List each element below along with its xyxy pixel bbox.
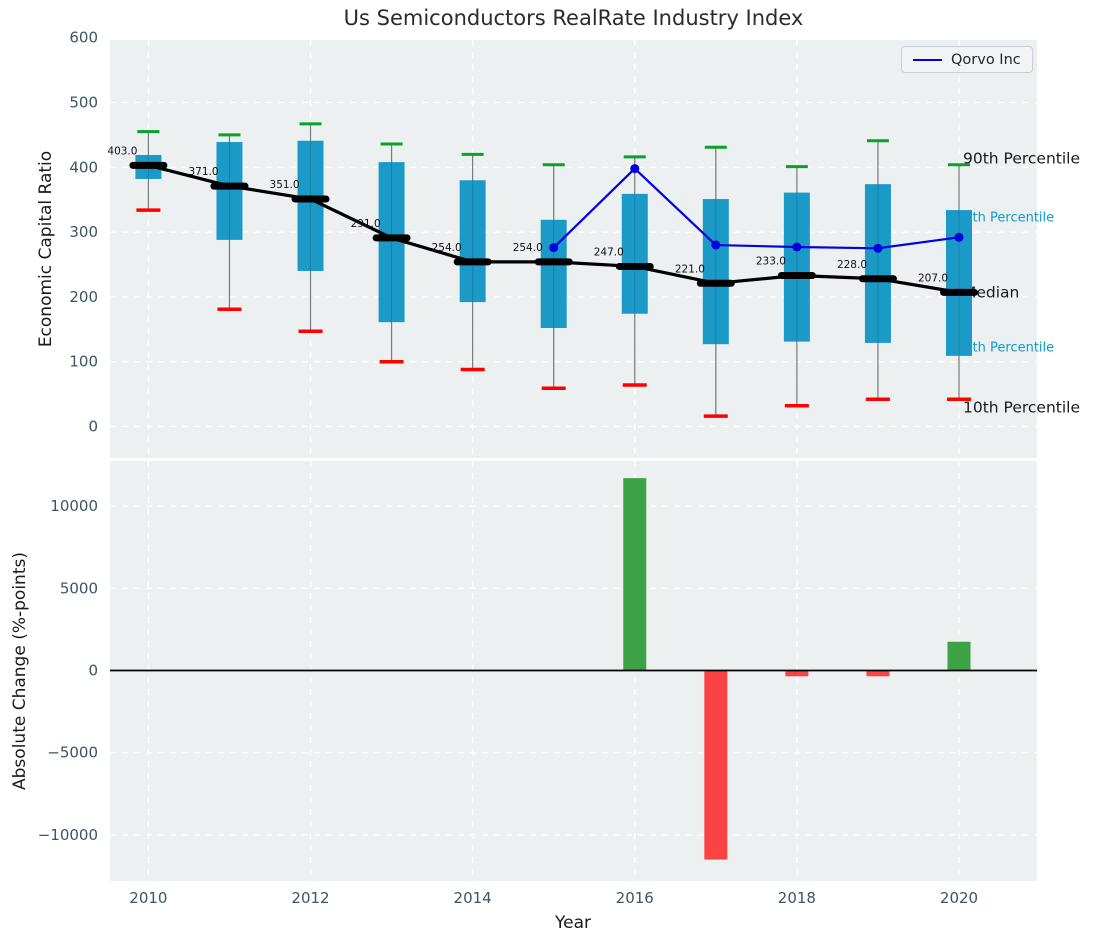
legend-label: Qorvo Inc	[951, 52, 1021, 68]
chart-canvas: 90th Percentile75th PercentileMedian25th…	[0, 0, 1102, 942]
median-segment-2020	[940, 289, 978, 296]
median-value-label-2019: 228.0	[837, 259, 867, 271]
qorvo-point-2016	[630, 164, 639, 173]
qorvo-point-2019	[873, 244, 882, 253]
median-segment-2016	[616, 263, 654, 270]
qorvo-point-2020	[955, 233, 964, 242]
median-value-label-2010: 403.0	[107, 145, 137, 157]
x-axis-label: Year	[555, 913, 591, 933]
qorvo-point-2018	[792, 243, 801, 252]
median-segment-2018	[778, 272, 816, 279]
x-tick-2020: 2020	[940, 889, 978, 907]
y-tick-bottom--10000: −10000	[38, 826, 98, 844]
y-tick-top-200: 200	[69, 288, 98, 306]
median-value-label-2011: 371.0	[188, 166, 218, 178]
median-value-label-2020: 207.0	[918, 272, 948, 284]
y-tick-top-400: 400	[69, 158, 98, 176]
y-tick-bottom--5000: −5000	[47, 744, 98, 762]
qorvo-point-2017	[711, 241, 720, 250]
median-segment-2013	[373, 234, 411, 241]
y-axis-label-top: Economic Capital Ratio	[36, 151, 56, 347]
y-tick-bottom-0: 0	[88, 662, 98, 680]
x-tick-2010: 2010	[129, 889, 167, 907]
y-tick-top-600: 600	[69, 29, 98, 47]
median-value-label-2018: 233.0	[756, 256, 786, 268]
figure: 90th Percentile75th PercentileMedian25th…	[0, 0, 1102, 942]
y-tick-bottom-10000: 10000	[50, 497, 98, 515]
median-segment-2019	[859, 275, 897, 282]
x-tick-2018: 2018	[778, 889, 816, 907]
legend-line-icon	[913, 59, 942, 61]
x-tick-2014: 2014	[454, 889, 492, 907]
median-value-label-2012: 351.0	[270, 179, 300, 191]
median-segment-2012	[292, 196, 330, 203]
median-segment-2011	[210, 183, 248, 190]
change-bar-2016	[623, 478, 646, 670]
median-segment-2015	[535, 258, 573, 265]
y-axis-label-bottom: Absolute Change (%-points)	[10, 552, 30, 790]
chart-title: Us Semiconductors RealRate Industry Inde…	[110, 6, 1037, 30]
median-value-label-2014: 254.0	[432, 242, 462, 254]
median-segment-2017	[697, 280, 735, 287]
median-value-label-2013: 291.0	[351, 218, 381, 230]
x-tick-2016: 2016	[616, 889, 654, 907]
y-tick-bottom-5000: 5000	[60, 579, 98, 597]
y-tick-top-300: 300	[69, 223, 98, 241]
qorvo-point-2015	[549, 243, 558, 252]
x-tick-2012: 2012	[291, 889, 329, 907]
y-tick-top-0: 0	[88, 418, 98, 436]
percentile-annotation-90th-percentile: 90th Percentile	[963, 150, 1080, 168]
median-segment-2010	[129, 162, 167, 169]
change-bar-2020	[948, 642, 971, 671]
legend: Qorvo Inc	[901, 46, 1033, 73]
y-tick-top-500: 500	[69, 94, 98, 112]
median-value-label-2015: 254.0	[513, 242, 543, 254]
median-value-label-2016: 247.0	[594, 246, 624, 258]
percentile-annotation-10th-percentile: 10th Percentile	[963, 399, 1080, 417]
y-tick-top-100: 100	[69, 353, 98, 371]
median-value-label-2017: 221.0	[675, 263, 705, 275]
median-segment-2014	[454, 258, 492, 265]
change-bar-2017	[704, 671, 727, 860]
top-panel-background	[110, 40, 1037, 458]
